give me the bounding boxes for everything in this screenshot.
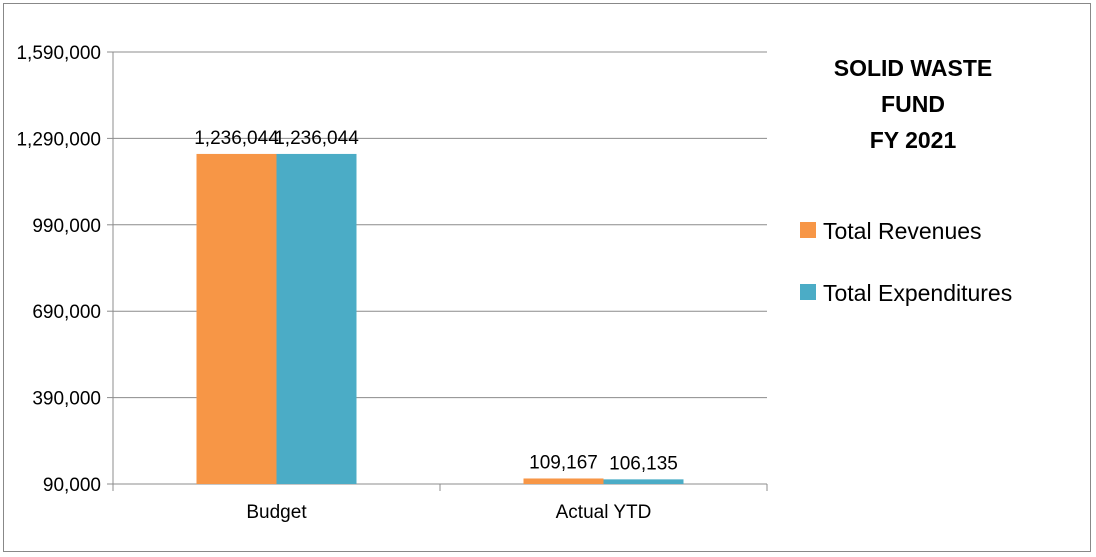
- axes: 90,000 390,000 690,000 990,000 1,290,000 1,59…: [16, 43, 768, 523]
- x-category-label: Actual YTD: [556, 502, 652, 523]
- bar: [603, 479, 684, 484]
- data-label: 106,135: [609, 453, 678, 474]
- bar: [523, 478, 604, 484]
- y-tick-label: 1,590,000: [16, 43, 101, 64]
- y-tick-label: 390,000: [32, 389, 101, 410]
- chart-frame: [3, 3, 1091, 552]
- y-tick-label: 990,000: [32, 216, 101, 237]
- data-label: 1,236,044: [274, 128, 359, 149]
- legend-swatch: [800, 284, 816, 300]
- bar: [196, 153, 277, 484]
- y-tick-label: 1,290,000: [16, 129, 101, 150]
- chart-title-line: FY 2021: [870, 127, 957, 153]
- legend: Total Revenues Total Expenditures: [800, 218, 1012, 306]
- x-category-label: Budget: [246, 502, 307, 523]
- data-label: 1,236,044: [194, 128, 279, 149]
- bar: [276, 153, 357, 484]
- legend-label: Total Expenditures: [823, 280, 1012, 306]
- data-label: 109,167: [529, 452, 598, 473]
- legend-label: Total Revenues: [823, 218, 982, 244]
- chart-title-line: SOLID WASTE: [834, 55, 992, 81]
- bars: [196, 153, 684, 484]
- y-tick-label: 90,000: [43, 475, 101, 496]
- legend-swatch: [800, 222, 816, 238]
- chart-title: SOLID WASTE FUND FY 2021: [834, 55, 992, 153]
- chart-title-line: FUND: [881, 91, 945, 117]
- y-tick-label: 690,000: [32, 302, 101, 323]
